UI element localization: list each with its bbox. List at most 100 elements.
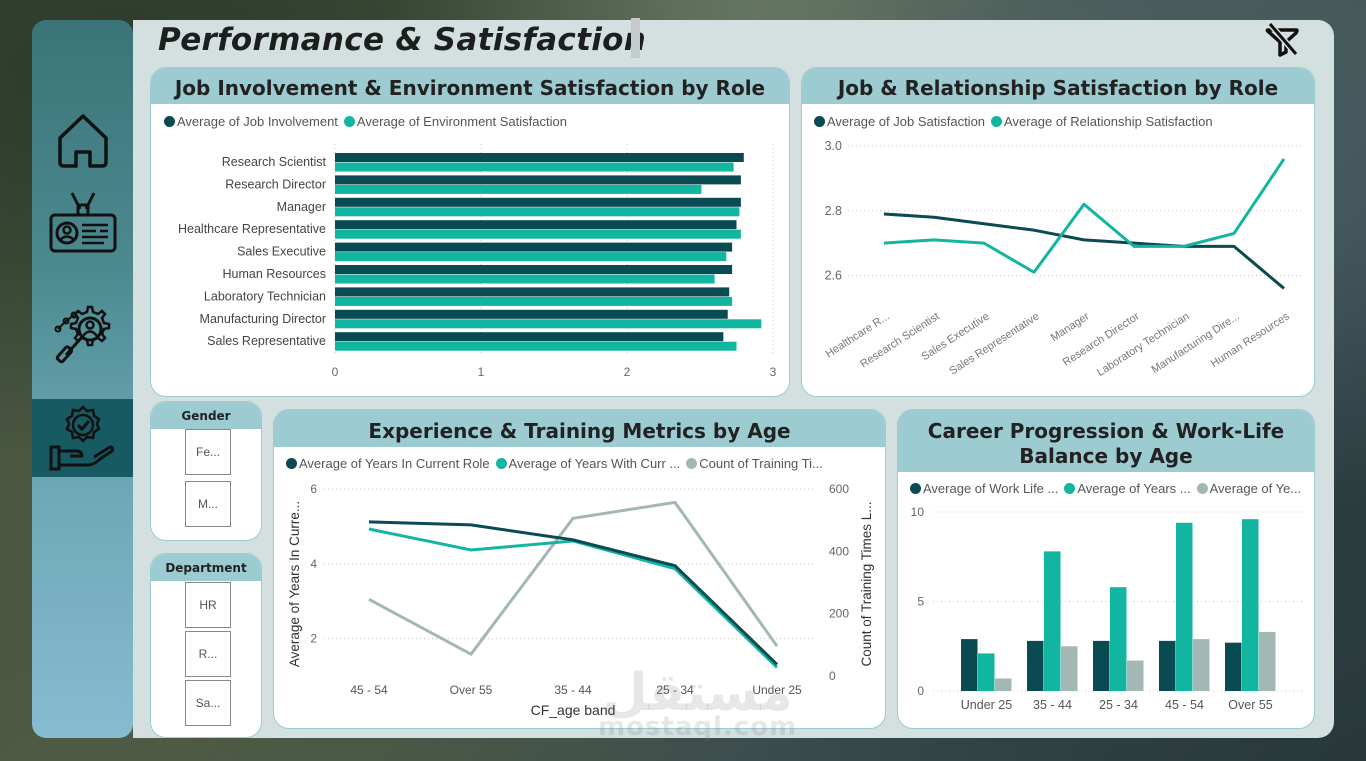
column-bar	[1093, 640, 1110, 691]
x-tick-label: 2	[624, 365, 631, 379]
career-worklife-panel: Career Progression & Work-Life Balance b…	[897, 409, 1315, 729]
y-category-label: Sales Representative	[207, 334, 326, 348]
slicer-option-sales[interactable]: Sa...	[185, 680, 231, 726]
y2-axis-title: Count of Training Times L...	[859, 501, 874, 666]
bar	[335, 162, 734, 172]
x-category-label: Under 25	[752, 683, 802, 697]
clear-filters-button[interactable]	[1262, 22, 1302, 58]
legend-item[interactable]: Average of Years In Current Role	[286, 456, 490, 471]
bar	[335, 319, 762, 329]
slicer-option-male[interactable]: M...	[185, 481, 231, 527]
column-bar	[1225, 642, 1242, 691]
x-category-label: 25 - 34	[1099, 698, 1138, 712]
column-bar	[1259, 631, 1276, 691]
panel-title-line: Career Progression & Work-Life	[927, 419, 1285, 443]
job-relationship-panel: Job & Relationship Satisfaction by Role …	[801, 67, 1315, 397]
panel-title: Job & Relationship Satisfaction by Role	[802, 68, 1314, 104]
sidebar-nav	[32, 20, 133, 738]
legend-dot	[1064, 483, 1076, 494]
column-bar	[995, 678, 1012, 691]
title-divider	[631, 18, 640, 58]
column-bar	[1061, 646, 1078, 691]
bar	[335, 220, 737, 230]
legend-item[interactable]: Average of Years ...	[1064, 481, 1191, 496]
y-tick-label: 3.0	[825, 139, 842, 153]
series-line	[368, 527, 779, 669]
column-chart: 0 5 10 Under 25 35 - 44 25 - 34 45 - 54 Over 55	[911, 505, 1303, 712]
x-category-label: Under 25	[961, 698, 1012, 712]
legend-dot	[991, 116, 1003, 127]
nav-performance[interactable]	[32, 399, 133, 477]
nav-analysis[interactable]	[32, 295, 133, 373]
slicer-option-rd[interactable]: R...	[185, 631, 231, 677]
bar	[335, 242, 733, 252]
id-badge-icon	[49, 192, 116, 253]
home-icon	[57, 114, 108, 168]
slicer-title: Department	[151, 554, 261, 581]
legend-dot	[343, 116, 355, 127]
legend-item[interactable]: Average of Work Life ...	[910, 481, 1058, 496]
legend-item[interactable]: Average of Years With Curr ...	[495, 456, 680, 471]
y-category-label: Healthcare Representative	[178, 222, 326, 236]
y-category-label: Research Scientist	[222, 155, 327, 169]
x-category-label: 45 - 54	[350, 683, 388, 697]
clear-filter-icon	[1265, 22, 1299, 57]
y-category-label: Manager	[277, 200, 326, 214]
y2-tick-label: 0	[829, 669, 836, 683]
chart-legend: Average of Years In Current Role Average …	[286, 456, 829, 471]
y-tick-label: 6	[310, 482, 317, 496]
y2-tick-label: 600	[829, 482, 849, 496]
legend-dot	[286, 458, 297, 469]
bar	[335, 265, 733, 274]
bar	[335, 332, 724, 342]
experience-training-panel: Experience & Training Metrics by Age Ave…	[273, 409, 886, 729]
bar	[335, 252, 727, 262]
series-line	[368, 500, 779, 656]
column-bar	[1242, 519, 1259, 691]
y-axis-title: Average of Years In Curre...	[287, 501, 302, 667]
legend-dot	[910, 483, 921, 494]
column-bar	[1176, 522, 1193, 691]
bar	[335, 207, 740, 217]
legend-dot	[495, 458, 507, 469]
bar	[335, 153, 744, 162]
legend-item[interactable]: Average of Job Involvement	[164, 114, 338, 129]
x-category-label: 45 - 54	[1165, 698, 1204, 712]
nav-home[interactable]	[32, 100, 133, 178]
column-bar	[1127, 660, 1144, 691]
slicer-option-female[interactable]: Fe...	[185, 429, 231, 475]
x-category-label: Manufacturing Dire...	[1149, 310, 1241, 376]
bar	[335, 229, 741, 239]
panel-title: Job Involvement & Environment Satisfacti…	[151, 68, 789, 104]
y-category-label: Human Resources	[222, 267, 326, 281]
legend-item[interactable]: Average of Relationship Satisfaction	[991, 114, 1213, 129]
y-tick-label: 2.8	[825, 204, 842, 218]
legend-item[interactable]: Count of Training Ti...	[686, 456, 823, 471]
gender-slicer: Gender Fe... M...	[150, 401, 262, 541]
bar	[335, 287, 730, 297]
bar	[335, 296, 733, 306]
x-category-label: Sales Representative	[947, 310, 1041, 377]
page-title: Performance & Satisfaction	[158, 22, 647, 58]
combo-line-chart: 2 4 6 0 200 400 600 45 - 54 Over 55 35 - 44 25 - 3…	[287, 482, 874, 718]
x-category-label: Laboratory Technician	[1095, 310, 1192, 379]
legend-item[interactable]: Average of Ye...	[1196, 481, 1301, 496]
x-category-label: Over 55	[450, 683, 493, 697]
x-category-label: Over 55	[1228, 698, 1273, 712]
x-tick-label: 1	[478, 365, 485, 379]
x-category-label: Manager	[1049, 310, 1092, 344]
legend-item[interactable]: Average of Environment Satisfaction	[343, 114, 567, 129]
y2-tick-label: 400	[829, 544, 849, 558]
series-line	[883, 158, 1286, 274]
series-line	[883, 212, 1285, 290]
slicer-option-hr[interactable]: HR	[185, 582, 231, 628]
nav-employee-profile[interactable]	[32, 185, 133, 263]
bar	[335, 197, 741, 207]
chart-legend: Average of Work Life ... Average of Years…	[910, 481, 1307, 496]
x-category-label: 25 - 34	[656, 683, 694, 697]
bar	[335, 341, 737, 351]
y-tick-label: 5	[917, 595, 924, 609]
legend-item[interactable]: Average of Job Satisfaction	[814, 114, 985, 129]
panel-title-line: Balance by Age	[1019, 444, 1193, 468]
legend-dot	[814, 116, 825, 127]
